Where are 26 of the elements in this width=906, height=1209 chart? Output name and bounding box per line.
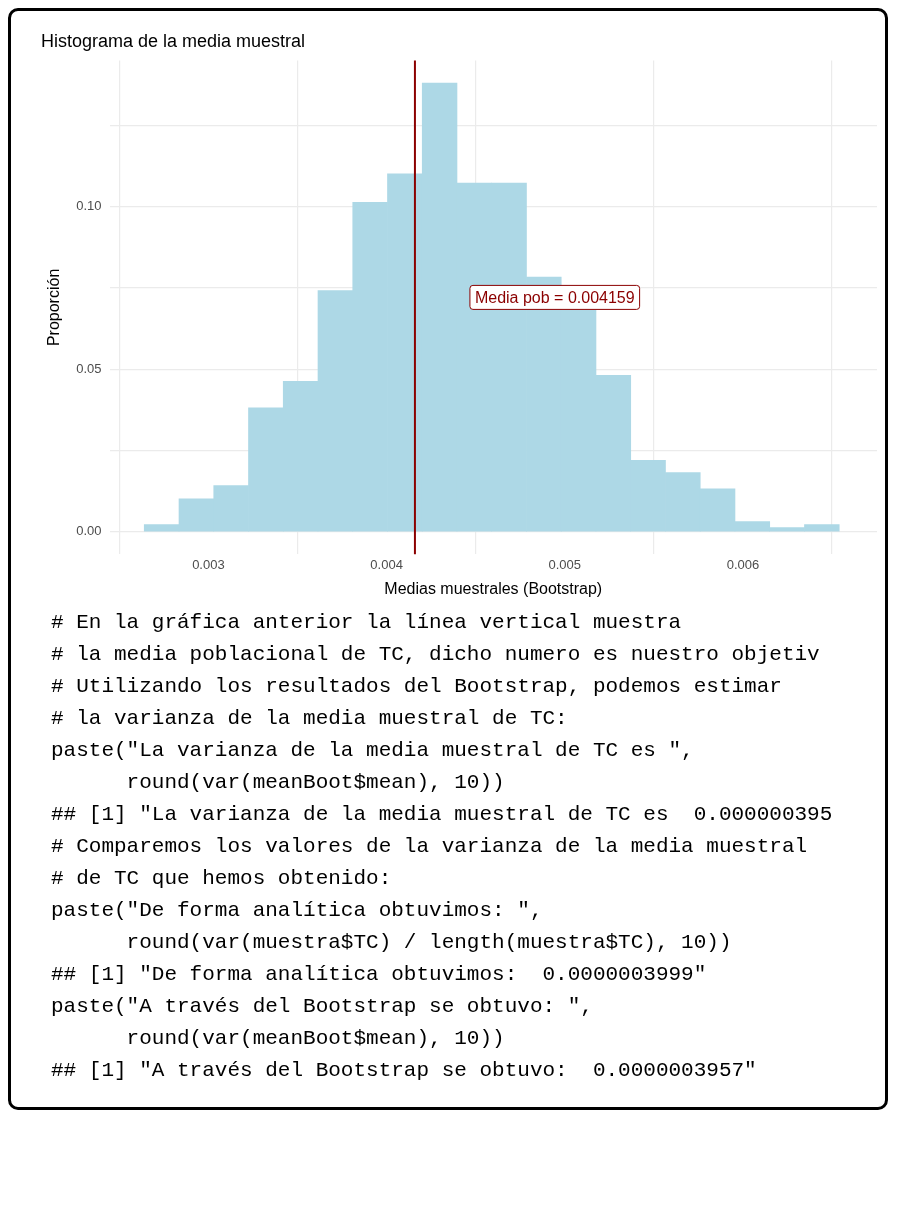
x-tick-label: 0.006: [726, 556, 760, 572]
text: paste("De forma analítica obtuvimos: ",: [51, 898, 544, 924]
y-tick-label: 0.05: [76, 360, 102, 376]
text: # En la gráfica anterior la línea vertical muestra: [51, 610, 683, 636]
y-axis-title: Proporción: [45, 268, 63, 347]
x-tick-label: 0.003: [192, 556, 225, 572]
text: ## [1] "La varianza de la media muestral de TC es 0.000000395: [51, 802, 834, 828]
chart-title: Histograma de la media muestral: [41, 30, 306, 51]
text: # Utilizando los resultados del Bootstrap, podemos estimar: [51, 674, 783, 700]
text: # de TC que hemos obtenido:: [51, 866, 393, 892]
text: paste("A través del Bootstrap se obtuvo: ",: [51, 994, 594, 1020]
text: paste("La varianza de la media muestral de TC es ",: [51, 738, 695, 764]
text: ## [1] "A través del Bootstrap se obtuvo: 0.0000003957": [51, 1058, 758, 1084]
text: # Comparemos los valores de la varianza de la media muestral: [51, 834, 809, 860]
x-axis-title: Medias muestrales (Bootstrap): [384, 579, 603, 597]
text: round(var(meanBoot$mean), 10)): [125, 1026, 506, 1052]
text: round(var(meanBoot$mean), 10)): [125, 770, 506, 796]
text: ## [1] "De forma analítica obtuvimos: 0.0000003999": [51, 962, 708, 988]
x-tick-label: 0.005: [548, 556, 582, 572]
ref-line-label: Media pob = 0.004159: [474, 288, 635, 306]
text: # la varianza de la media muestral de TC:: [51, 706, 569, 732]
text: # la media poblacional de TC, dicho numero es nuestro objetiv: [51, 642, 821, 668]
x-tick-label: 0.004: [370, 556, 403, 572]
y-tick-label: 0.10: [76, 198, 102, 214]
y-tick-label: 0.00: [76, 523, 102, 539]
text: round(var(muestra$TC) / length(muestra$TC), 10)): [125, 930, 733, 956]
